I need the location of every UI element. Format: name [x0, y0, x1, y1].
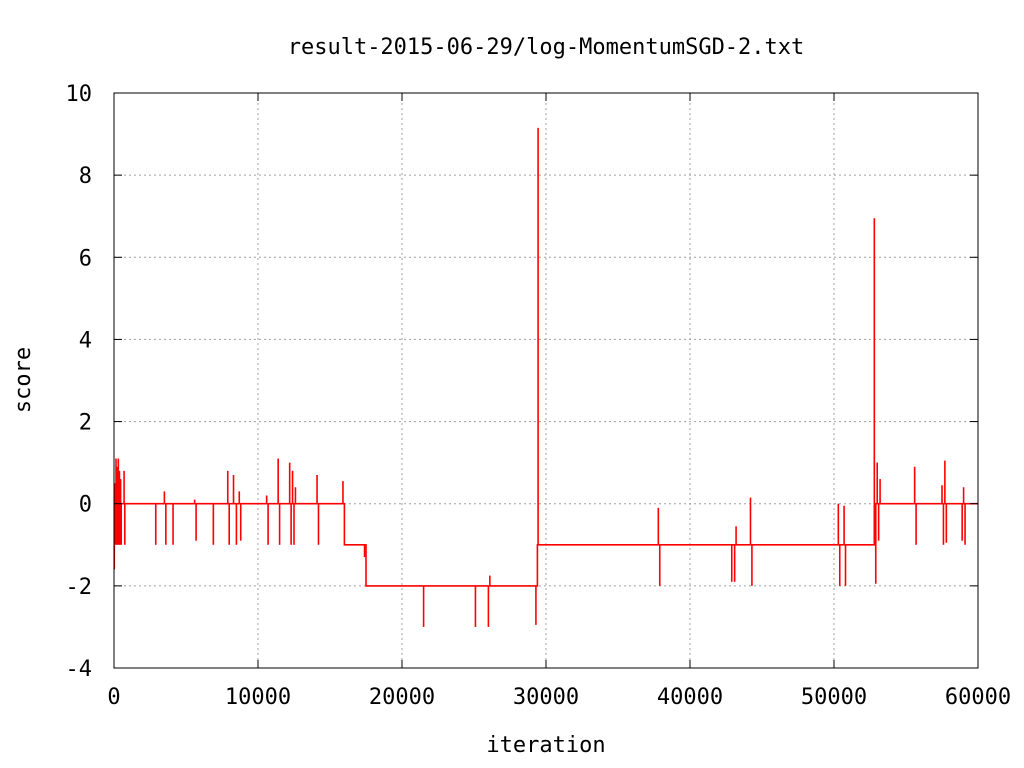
x-tick-label: 40000	[657, 685, 723, 710]
y-tick-label: -4	[66, 657, 93, 682]
x-tick-label: 0	[107, 685, 120, 710]
x-tick-label: 20000	[369, 685, 435, 710]
y-tick-label: 2	[79, 411, 92, 436]
grid-lines	[114, 93, 978, 668]
tick-marks	[113, 92, 979, 669]
y-tick-label: -2	[66, 575, 93, 600]
y-axis-label: score	[11, 347, 36, 413]
x-tick-label: 10000	[225, 685, 291, 710]
y-tick-label: 6	[79, 246, 92, 271]
y-tick-label: 0	[79, 493, 92, 518]
series-group	[113, 127, 978, 627]
x-tick-label: 30000	[513, 685, 579, 710]
x-tick-label: 50000	[801, 685, 867, 710]
y-tick-label: 10	[66, 82, 93, 107]
y-tick-label: 8	[79, 164, 92, 189]
y-tick-labels: -4 -2 0 2 4 6 8 10	[66, 82, 93, 682]
y-tick-label: 4	[79, 328, 92, 353]
x-tick-label: 60000	[945, 685, 1011, 710]
x-tick-labels: 0 10000 20000 30000 40000 50000 60000	[107, 685, 1011, 710]
x-axis-label: iteration	[486, 733, 605, 758]
chart-title: result-2015-06-29/log-MomentumSGD-2.txt	[288, 35, 805, 60]
